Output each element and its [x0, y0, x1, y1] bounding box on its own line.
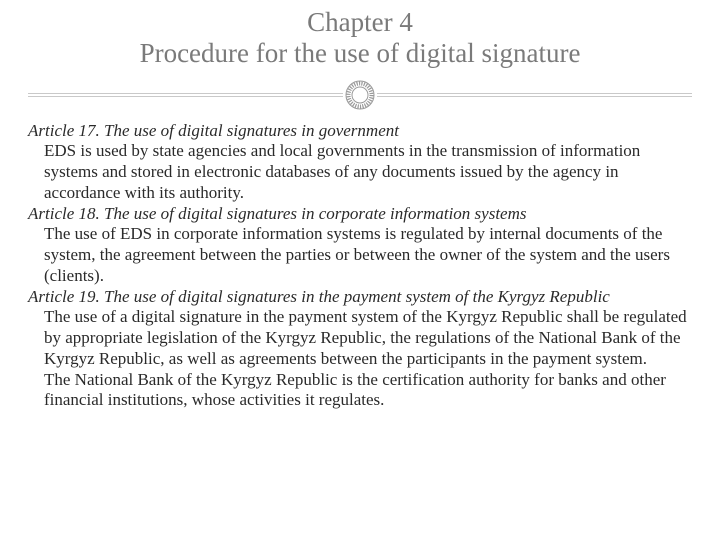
- chapter-subtitle: Procedure for the use of digital signatu…: [28, 38, 692, 69]
- article-paragraph: EDS is used by state agencies and local …: [28, 141, 692, 203]
- divider: [28, 75, 692, 115]
- article-heading: Article 18. The use of digital signature…: [28, 204, 692, 225]
- title-block: Chapter 4 Procedure for the use of digit…: [28, 8, 692, 69]
- article-heading: Article 17. The use of digital signature…: [28, 121, 692, 142]
- chapter-label: Chapter 4: [28, 8, 692, 38]
- article-paragraph: The use of EDS in corporate information …: [28, 224, 692, 286]
- article-paragraph: The National Bank of the Kyrgyz Republic…: [28, 370, 692, 411]
- article-paragraph: The use of a digital signature in the pa…: [28, 307, 692, 369]
- slide: Chapter 4 Procedure for the use of digit…: [0, 0, 720, 540]
- article-heading: Article 19. The use of digital signature…: [28, 287, 692, 308]
- body-text: Article 17. The use of digital signature…: [28, 121, 692, 411]
- circle-ornament-icon: [343, 78, 377, 112]
